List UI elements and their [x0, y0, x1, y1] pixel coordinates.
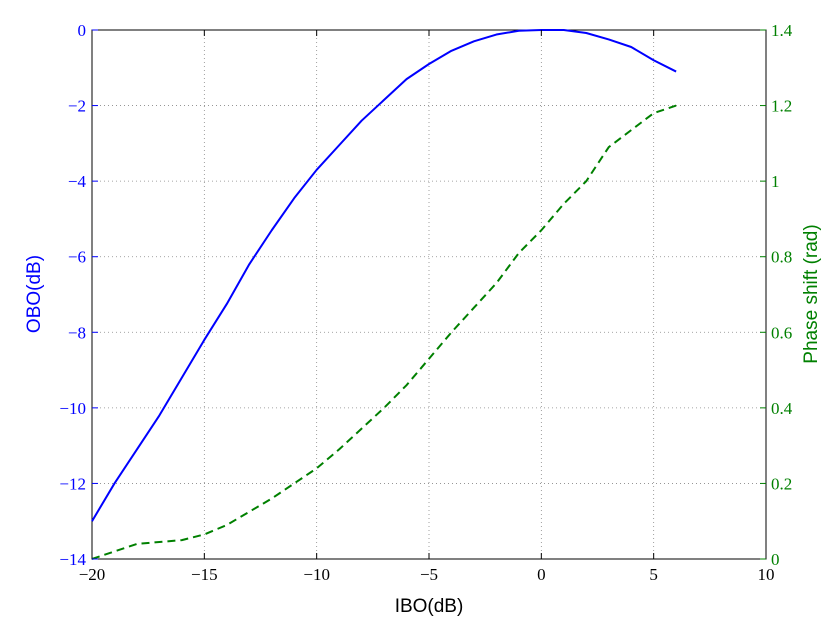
x-tick-label: −5 — [420, 565, 438, 584]
y-right-tick-label: 0.8 — [771, 248, 792, 267]
y-axis-left-label: OBO(dB) — [24, 255, 45, 333]
x-tick-label: −10 — [303, 565, 330, 584]
x-tick-label: −20 — [79, 565, 106, 584]
y-right-tick-label: 1 — [771, 172, 780, 191]
y-right-tick-label: 0.6 — [771, 323, 792, 342]
x-axis-label: IBO(dB) — [395, 596, 464, 617]
obo-line — [91, 29, 677, 522]
phase-shift-line — [91, 104, 677, 560]
y-left-tick-label: −14 — [59, 550, 86, 569]
y-left-tick-label: −12 — [59, 474, 86, 493]
y-left-tick-label: −2 — [68, 97, 86, 116]
y-left-tick-label: 0 — [78, 21, 87, 40]
y-right-tick-label: 0.2 — [771, 474, 792, 493]
y-right-tick-label: 0.4 — [771, 399, 793, 418]
x-tick-label: 0 — [537, 565, 546, 584]
ticks-layer: −20 −15 −10 −5 0 5 10−14−12−10−8−6−4−2000.20.4… — [59, 21, 792, 584]
y-left-tick-label: −8 — [68, 323, 86, 342]
y-left-tick-label: −10 — [59, 399, 86, 418]
y-right-tick-label: 0 — [771, 550, 780, 569]
grid-lines — [92, 30, 766, 559]
y-axis-right-label: Phase shift (rad) — [801, 224, 822, 363]
series-layer — [91, 29, 677, 560]
y-right-tick-label: 1.2 — [771, 97, 792, 116]
y-left-tick-label: −6 — [68, 248, 86, 267]
x-tick-label: 5 — [649, 565, 658, 584]
x-tick-label: 10 — [758, 565, 775, 584]
x-tick-label: −15 — [191, 565, 218, 584]
y-right-tick-label: 1.4 — [771, 21, 793, 40]
y-left-tick-label: −4 — [68, 172, 87, 191]
